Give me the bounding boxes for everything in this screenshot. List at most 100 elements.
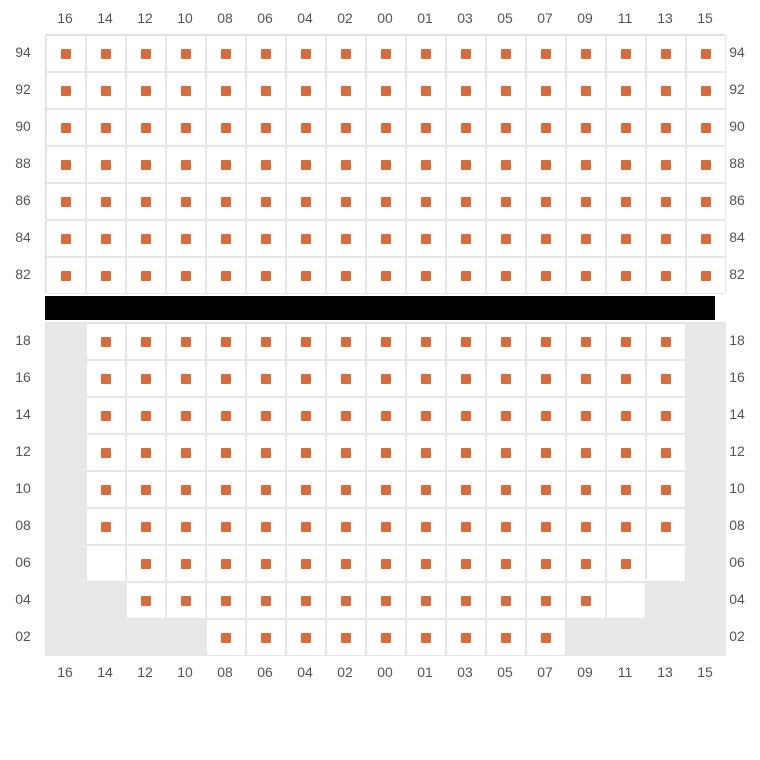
seat-cell[interactable] (206, 619, 246, 656)
seat-cell[interactable] (606, 360, 646, 397)
seat-cell[interactable] (646, 545, 686, 582)
seat-cell[interactable] (126, 545, 166, 582)
seat-cell[interactable] (166, 220, 206, 257)
seat-cell[interactable] (166, 434, 206, 471)
seat-cell[interactable] (86, 146, 126, 183)
seat-cell[interactable] (86, 257, 126, 294)
seat-cell[interactable] (646, 257, 686, 294)
seat-cell[interactable] (486, 360, 526, 397)
seat-cell[interactable] (566, 35, 606, 72)
seat-cell[interactable] (366, 146, 406, 183)
seat-cell[interactable] (246, 360, 286, 397)
seat-cell[interactable] (166, 508, 206, 545)
seat-cell[interactable] (486, 220, 526, 257)
seat-cell[interactable] (606, 220, 646, 257)
seat-cell[interactable] (406, 619, 446, 656)
seat-cell[interactable] (206, 323, 246, 360)
seat-cell[interactable] (486, 397, 526, 434)
seat-cell[interactable] (606, 72, 646, 109)
seat-cell[interactable] (566, 257, 606, 294)
seat-cell[interactable] (526, 109, 566, 146)
seat-cell[interactable] (86, 471, 126, 508)
seat-cell[interactable] (326, 360, 366, 397)
seat-cell[interactable] (206, 582, 246, 619)
seat-cell[interactable] (606, 508, 646, 545)
seat-cell[interactable] (206, 360, 246, 397)
seat-cell[interactable] (686, 109, 726, 146)
seat-cell[interactable] (526, 360, 566, 397)
seat-cell[interactable] (206, 72, 246, 109)
seat-cell[interactable] (446, 508, 486, 545)
seat-cell[interactable] (246, 582, 286, 619)
seat-cell[interactable] (406, 360, 446, 397)
seat-cell[interactable] (326, 183, 366, 220)
seat-cell[interactable] (206, 109, 246, 146)
seat-cell[interactable] (526, 72, 566, 109)
seat-cell[interactable] (86, 397, 126, 434)
seat-cell[interactable] (486, 183, 526, 220)
seat-cell[interactable] (406, 397, 446, 434)
seat-cell[interactable] (566, 183, 606, 220)
seat-cell[interactable] (366, 582, 406, 619)
seat-cell[interactable] (366, 619, 406, 656)
seat-cell[interactable] (46, 109, 86, 146)
seat-cell[interactable] (286, 471, 326, 508)
seat-cell[interactable] (286, 183, 326, 220)
seat-cell[interactable] (566, 109, 606, 146)
seat-cell[interactable] (126, 323, 166, 360)
seat-cell[interactable] (126, 582, 166, 619)
seat-cell[interactable] (286, 619, 326, 656)
seat-cell[interactable] (166, 582, 206, 619)
seat-cell[interactable] (326, 109, 366, 146)
seat-cell[interactable] (206, 35, 246, 72)
seat-cell[interactable] (286, 146, 326, 183)
seat-cell[interactable] (206, 508, 246, 545)
seat-cell[interactable] (526, 35, 566, 72)
seat-cell[interactable] (166, 146, 206, 183)
seat-cell[interactable] (486, 471, 526, 508)
seat-cell[interactable] (446, 109, 486, 146)
seat-cell[interactable] (126, 508, 166, 545)
seat-cell[interactable] (486, 35, 526, 72)
seat-cell[interactable] (606, 183, 646, 220)
seat-cell[interactable] (406, 35, 446, 72)
seat-cell[interactable] (326, 545, 366, 582)
seat-cell[interactable] (126, 471, 166, 508)
seat-cell[interactable] (206, 471, 246, 508)
seat-cell[interactable] (366, 257, 406, 294)
seat-cell[interactable] (286, 35, 326, 72)
seat-cell[interactable] (686, 257, 726, 294)
seat-cell[interactable] (366, 360, 406, 397)
seat-cell[interactable] (366, 434, 406, 471)
seat-cell[interactable] (526, 545, 566, 582)
seat-cell[interactable] (86, 183, 126, 220)
seat-cell[interactable] (46, 146, 86, 183)
seat-cell[interactable] (686, 220, 726, 257)
seat-cell[interactable] (606, 257, 646, 294)
seat-cell[interactable] (326, 582, 366, 619)
seat-cell[interactable] (166, 323, 206, 360)
seat-cell[interactable] (206, 257, 246, 294)
seat-cell[interactable] (206, 183, 246, 220)
seat-cell[interactable] (286, 582, 326, 619)
seat-cell[interactable] (566, 471, 606, 508)
seat-cell[interactable] (286, 545, 326, 582)
seat-cell[interactable] (406, 257, 446, 294)
seat-cell[interactable] (126, 220, 166, 257)
seat-cell[interactable] (526, 619, 566, 656)
seat-cell[interactable] (406, 545, 446, 582)
seat-cell[interactable] (246, 72, 286, 109)
seat-cell[interactable] (366, 35, 406, 72)
seat-cell[interactable] (526, 146, 566, 183)
seat-cell[interactable] (126, 360, 166, 397)
seat-cell[interactable] (646, 471, 686, 508)
seat-cell[interactable] (126, 183, 166, 220)
seat-cell[interactable] (486, 146, 526, 183)
seat-cell[interactable] (446, 360, 486, 397)
seat-cell[interactable] (446, 72, 486, 109)
seat-cell[interactable] (646, 109, 686, 146)
seat-cell[interactable] (86, 72, 126, 109)
seat-cell[interactable] (246, 545, 286, 582)
seat-cell[interactable] (206, 545, 246, 582)
seat-cell[interactable] (406, 220, 446, 257)
